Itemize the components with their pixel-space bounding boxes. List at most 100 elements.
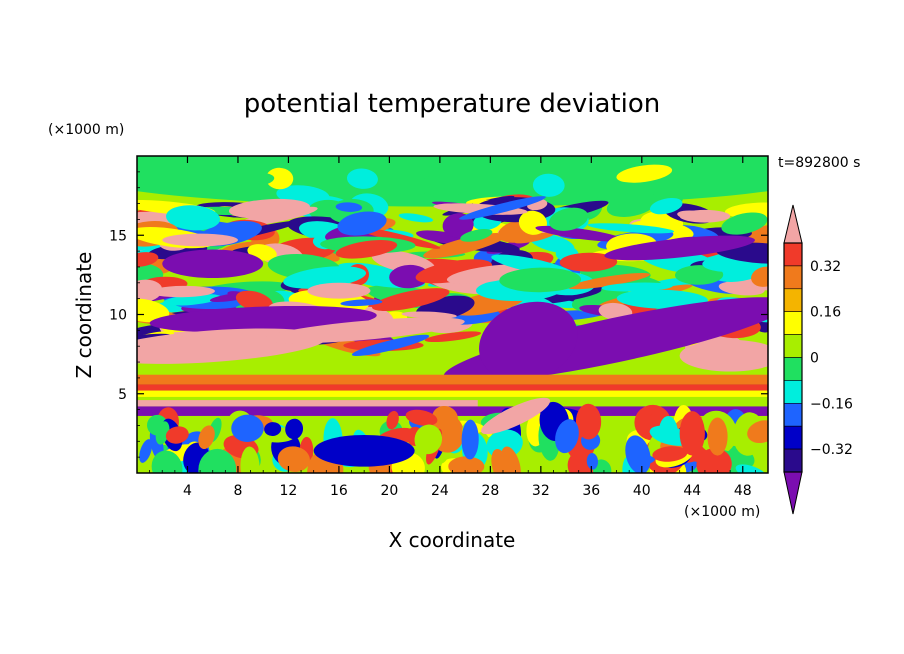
heatmap-cell xyxy=(481,397,551,435)
colorbar-frame xyxy=(783,242,803,473)
heatmap-cell xyxy=(500,446,521,473)
colorbar-tick-label: 0.32 xyxy=(810,259,841,275)
heatmap-cell xyxy=(313,434,415,467)
heatmap-cell xyxy=(625,435,651,473)
x-tick-label: 28 xyxy=(481,483,499,499)
y-tick-label: 10 xyxy=(109,308,127,324)
heatmap-cell xyxy=(264,422,282,436)
heatmap-cell xyxy=(137,400,478,407)
heatmap-cell xyxy=(715,242,768,264)
heatmap-cell xyxy=(405,409,438,426)
x-tick-label: 8 xyxy=(233,483,242,499)
colorbar-swatch xyxy=(783,425,803,450)
heatmap-cell xyxy=(559,252,618,272)
heatmap-cell xyxy=(587,223,675,234)
heatmap-cell xyxy=(415,259,493,284)
x-axis-ticks: 4 8 12 16 20 24 28 32 36 40 44 48 xyxy=(149,156,756,499)
heatmap-cell xyxy=(235,290,273,312)
heatmap-cell xyxy=(137,374,768,385)
colorbar-swatch xyxy=(783,288,803,312)
heatmap-cell xyxy=(335,202,363,212)
heatmap-cell xyxy=(448,456,485,473)
heatmap-cell xyxy=(424,331,482,342)
heatmap-cell xyxy=(414,424,443,455)
x-tick-label: 4 xyxy=(183,483,192,499)
colorbar-tick-label: −0.32 xyxy=(810,442,853,458)
colorbar: 0.32 0.16 0 −0.16 −0.32 xyxy=(783,204,853,515)
colorbar-swatch xyxy=(783,265,803,290)
heatmap-texture xyxy=(137,156,768,473)
heatmap-cell xyxy=(616,164,673,183)
heatmap-cell xyxy=(649,197,683,215)
heatmap-cell xyxy=(240,446,260,473)
colorbar-swatch xyxy=(783,448,803,473)
heatmap-cell xyxy=(532,173,565,197)
heatmap-cell xyxy=(555,419,579,454)
heatmap-cell xyxy=(418,173,470,198)
heatmap-cell xyxy=(155,421,170,445)
heatmap-cell xyxy=(586,453,599,470)
heatmap-cell xyxy=(707,417,728,456)
heatmap-cell xyxy=(137,390,768,397)
time-label: t=892800 s xyxy=(778,155,860,171)
heatmap-cell xyxy=(198,448,237,473)
heatmap-cell xyxy=(285,418,304,440)
heatmap-cell xyxy=(652,446,688,462)
heatmap-cell xyxy=(721,212,768,235)
heatmap-cell xyxy=(137,384,768,391)
heatmap-cell xyxy=(679,411,705,456)
heatmap-cell xyxy=(616,289,708,309)
heatmap-cell xyxy=(604,235,755,261)
heatmap-cell xyxy=(162,233,238,247)
heatmap-cell xyxy=(389,264,429,289)
heatmap-cell xyxy=(371,288,450,312)
colorbar-swatch xyxy=(783,402,803,427)
colorbar-swatch xyxy=(783,334,803,358)
x-tick-label: 36 xyxy=(582,483,600,499)
heatmap-cell xyxy=(459,196,546,220)
x-tick-label: 24 xyxy=(431,483,449,499)
heatmap-cell xyxy=(514,232,555,244)
y-tick-label: 15 xyxy=(109,228,127,244)
heatmap-cell xyxy=(679,209,731,223)
heatmap-cell xyxy=(162,249,264,279)
heatmap-cell xyxy=(751,266,768,287)
x-unit-label: (×1000 m) xyxy=(684,504,760,520)
heatmap-cell xyxy=(263,317,465,344)
heatmap-cell xyxy=(277,446,310,472)
heatmap-cell xyxy=(549,207,589,231)
heatmap-cell xyxy=(228,198,310,219)
heatmap-cell xyxy=(601,282,673,292)
colorbar-swatch xyxy=(783,380,803,404)
colorbar-swatch xyxy=(783,357,803,381)
heatmap-field xyxy=(137,156,768,473)
heatmap-cell xyxy=(335,240,398,259)
heatmap-cell xyxy=(337,211,387,236)
heatmap-cell xyxy=(423,232,507,259)
heatmap-cell xyxy=(479,301,578,382)
heatmap-cell xyxy=(149,285,215,298)
heatmap-cell xyxy=(461,419,479,460)
heatmap-cell xyxy=(137,333,172,344)
heatmap-cell xyxy=(499,267,582,293)
heatmap-cell xyxy=(166,205,220,231)
heatmap-cell xyxy=(224,172,275,188)
x-tick-label: 20 xyxy=(380,483,398,499)
heatmap-cell xyxy=(675,265,724,285)
heatmap-cell xyxy=(151,450,183,473)
x-tick-label: 16 xyxy=(330,483,348,499)
x-tick-label: 40 xyxy=(633,483,651,499)
heatmap-cell xyxy=(386,410,399,430)
y-unit-label: (×1000 m) xyxy=(48,122,124,138)
y-axis-label: Z coordinate xyxy=(72,252,96,379)
x-axis-label: X coordinate xyxy=(389,528,516,552)
heatmap-cell xyxy=(346,168,378,189)
heatmap-cell xyxy=(198,425,215,450)
colorbar-tick-label: −0.16 xyxy=(810,396,853,412)
heatmap-cell xyxy=(398,213,434,223)
heatmap-cell xyxy=(460,228,493,242)
heatmap-cell xyxy=(446,264,529,284)
heatmap-cell xyxy=(165,426,189,444)
chart-title: potential temperature deviation xyxy=(244,89,660,119)
y-axis-ticks: 5 10 15 xyxy=(109,171,768,458)
